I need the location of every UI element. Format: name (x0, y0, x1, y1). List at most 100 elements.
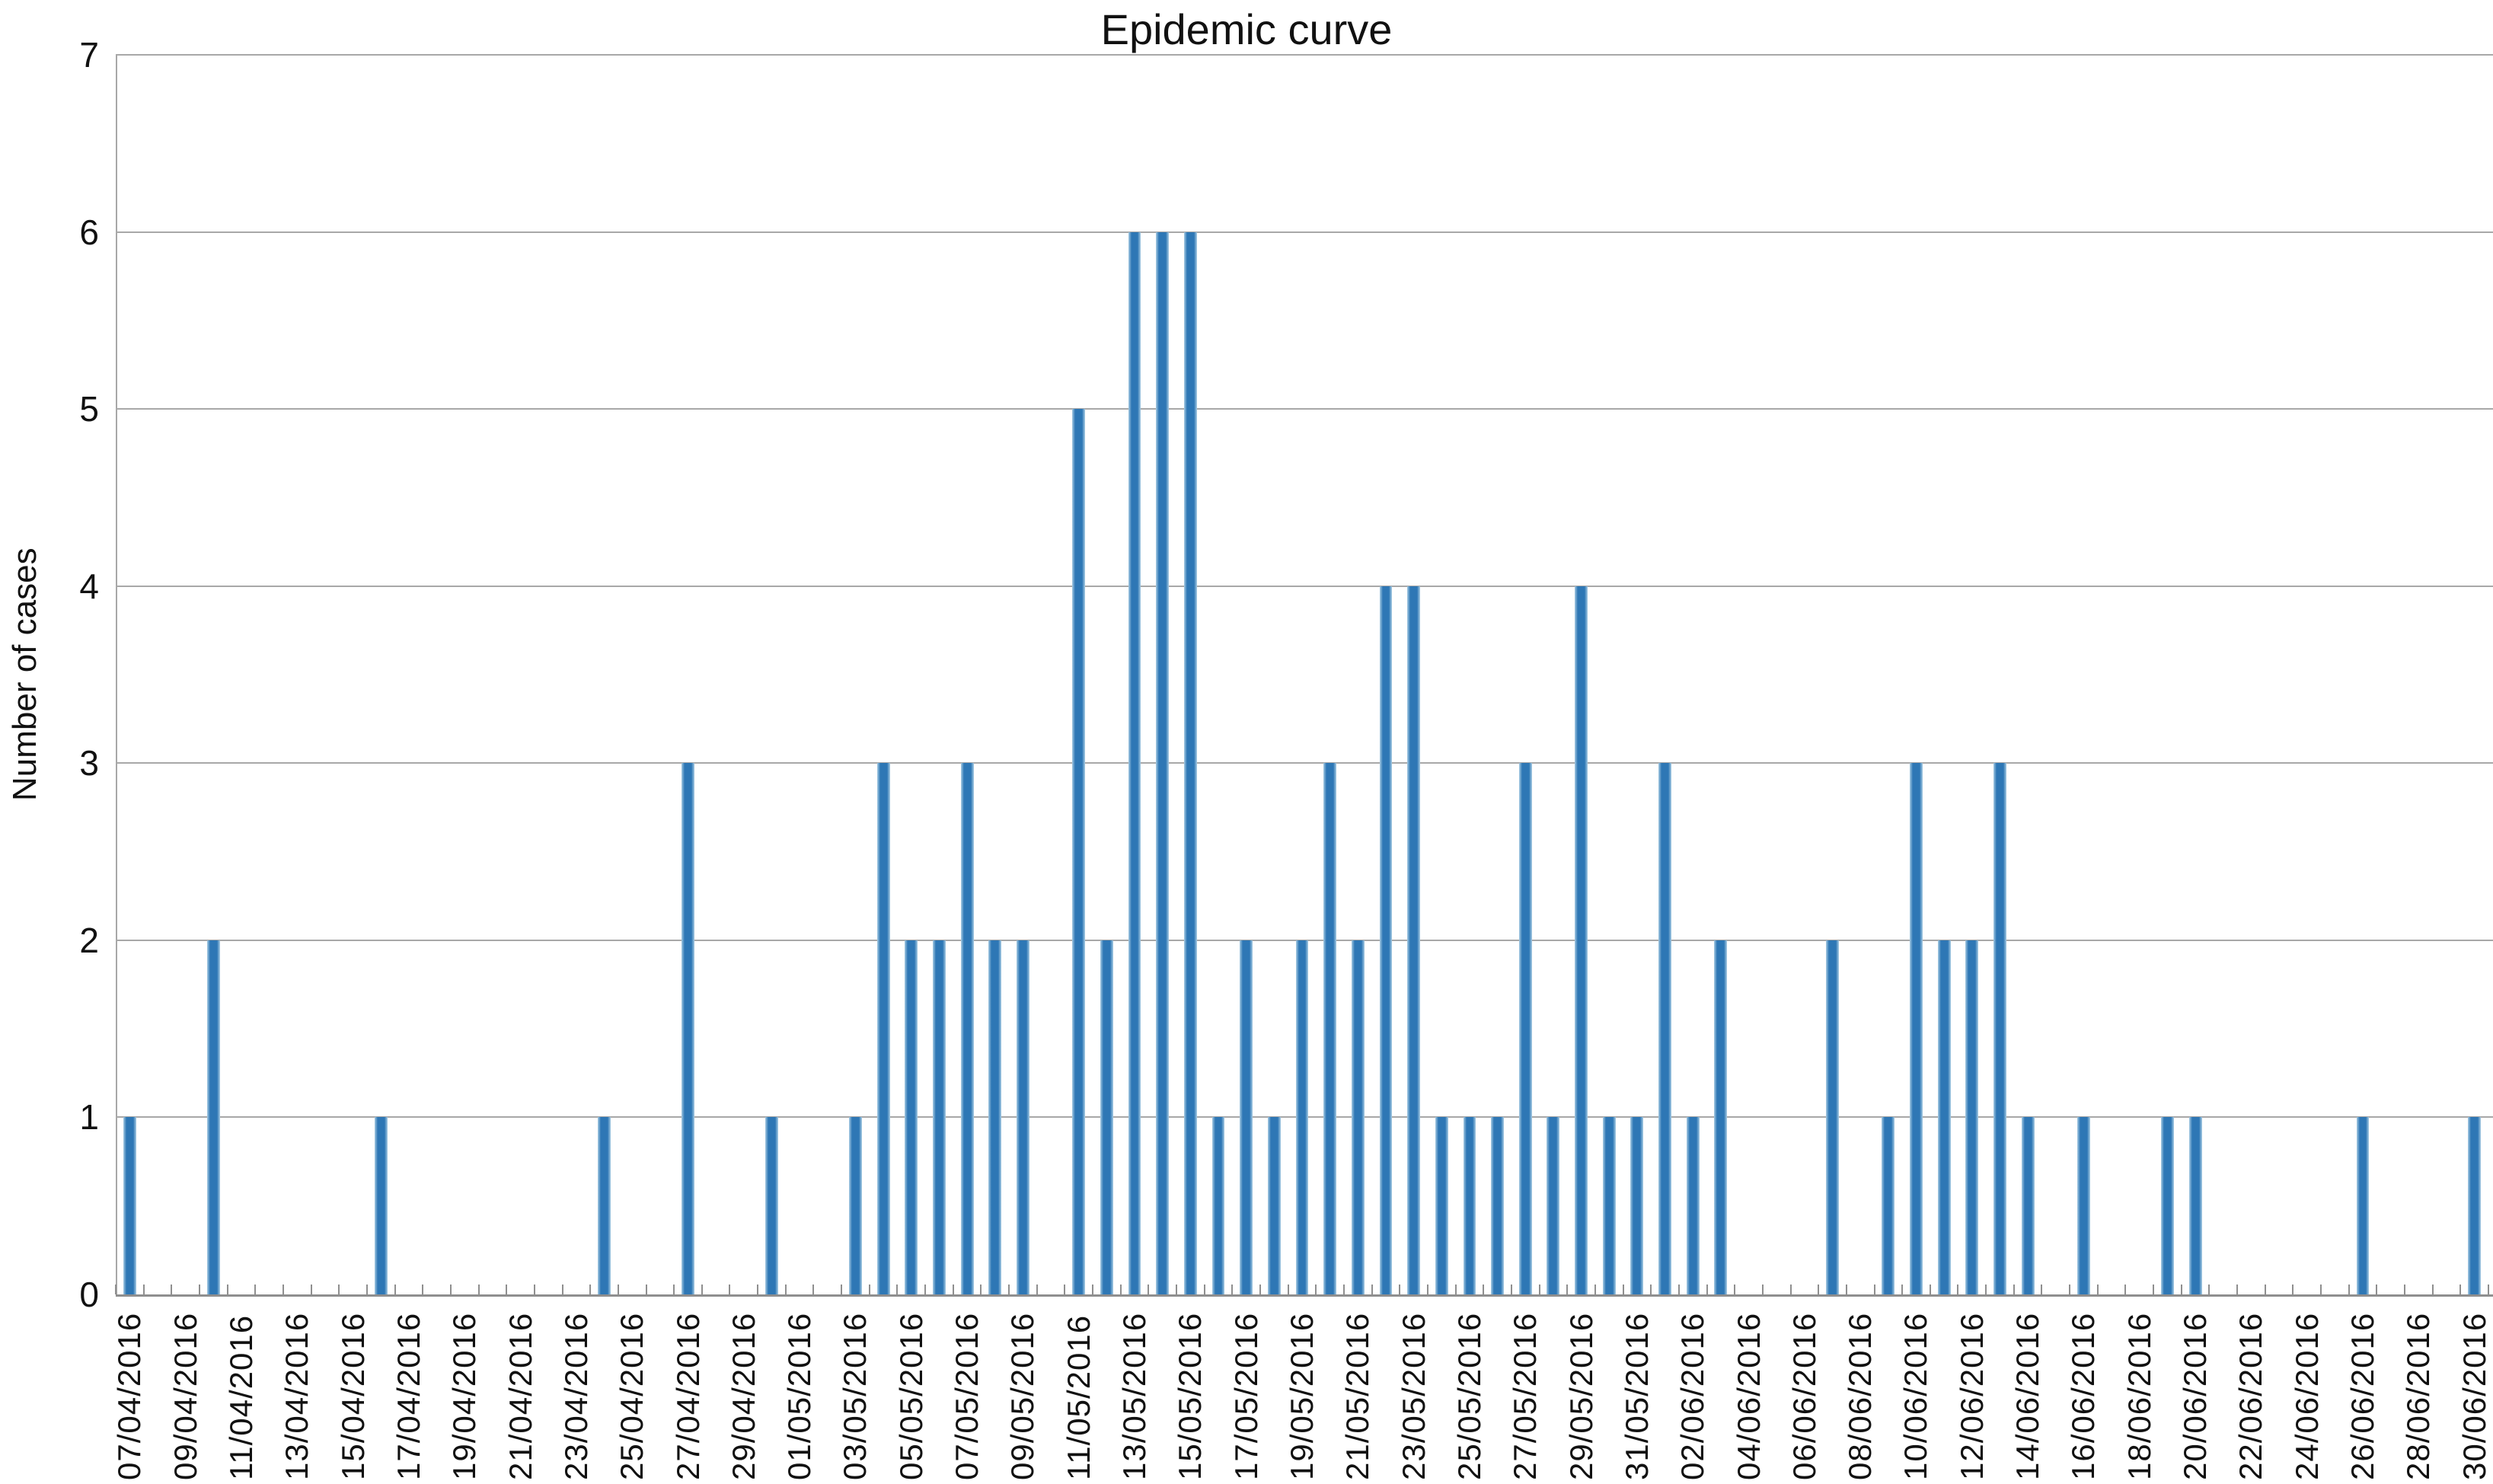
x-tick-label: 13/05/2016 (1116, 1312, 1153, 1480)
x-tick-mark (449, 1285, 452, 1294)
bar-11-05-2016 (1072, 409, 1086, 1294)
x-tick-label: 09/05/2016 (1004, 1312, 1041, 1480)
x-tick-mark (1510, 1285, 1512, 1294)
bar-30-06-2016 (2468, 1117, 2482, 1294)
x-tick-mark (1342, 1285, 1345, 1294)
x-tick-mark (2236, 1285, 2239, 1294)
x-tick-mark (1650, 1285, 1652, 1294)
bar-02-06-2016 (1686, 1117, 1700, 1294)
x-tick-mark (645, 1285, 647, 1294)
bar-07-04-2016 (123, 1117, 136, 1294)
bar-19-05-2016 (1295, 940, 1309, 1294)
x-tick-mark (617, 1285, 619, 1294)
bar-26-06-2016 (2356, 1117, 2370, 1294)
x-tick-mark (198, 1285, 200, 1294)
x-axis-line (116, 1294, 2493, 1297)
x-tick-mark (924, 1285, 927, 1294)
x-tick-mark (1622, 1285, 1624, 1294)
x-tick-mark (1454, 1285, 1457, 1294)
x-tick-mark (1315, 1285, 1317, 1294)
x-tick-mark (1064, 1285, 1066, 1294)
x-tick-label: 26/06/2016 (2345, 1312, 2381, 1480)
x-tick-label: 11/04/2016 (222, 1314, 259, 1480)
x-tick-mark (757, 1285, 759, 1294)
x-tick-mark (1287, 1285, 1289, 1294)
x-tick-mark (1734, 1285, 1736, 1294)
x-tick-label: 28/06/2016 (2400, 1312, 2437, 1480)
x-tick-label: 11/05/2016 (1060, 1314, 1096, 1480)
x-tick-label: 16/06/2016 (2065, 1312, 2102, 1480)
x-tick-mark (477, 1285, 480, 1294)
x-tick-mark (589, 1285, 592, 1294)
x-tick-mark (2292, 1285, 2294, 1294)
x-tick-mark (1706, 1285, 1708, 1294)
bar-28-05-2016 (1547, 1117, 1560, 1294)
x-tick-mark (868, 1285, 870, 1294)
x-tick-mark (2488, 1285, 2489, 1294)
y-tick-label: 2 (79, 920, 99, 960)
x-tick-label: 29/04/2016 (725, 1312, 761, 1480)
x-tick-mark (1566, 1285, 1569, 1294)
bar-13-05-2016 (1128, 231, 1141, 1294)
y-tick-label: 6 (79, 212, 99, 252)
x-tick-mark (2013, 1285, 2015, 1294)
y-tick-label: 4 (79, 566, 99, 606)
x-tick-mark (226, 1285, 228, 1294)
bar-12-05-2016 (1100, 940, 1113, 1294)
x-tick-mark (1818, 1285, 1820, 1294)
bar-26-05-2016 (1491, 1117, 1505, 1294)
x-tick-mark (812, 1285, 815, 1294)
x-tick-mark (2376, 1285, 2378, 1294)
bar-01-06-2016 (1658, 763, 1671, 1294)
y-tick-label: 1 (79, 1097, 99, 1138)
bar-10-04-2016 (206, 940, 220, 1294)
bar-24-04-2016 (598, 1117, 611, 1294)
x-tick-mark (1148, 1285, 1150, 1294)
bar-20-06-2016 (2188, 1117, 2202, 1294)
bar-16-06-2016 (2077, 1117, 2090, 1294)
x-tick-mark (841, 1285, 843, 1294)
bar-27-05-2016 (1518, 763, 1532, 1294)
x-tick-mark (1985, 1285, 1987, 1294)
x-tick-mark (1538, 1285, 1540, 1294)
x-tick-label: 04/06/2016 (1730, 1312, 1767, 1480)
x-tick-mark (1845, 1285, 1847, 1294)
x-tick-label: 06/06/2016 (1786, 1312, 1822, 1480)
x-tick-label: 17/04/2016 (390, 1312, 426, 1480)
x-tick-mark (338, 1285, 340, 1294)
x-tick-label: 12/06/2016 (1953, 1312, 1990, 1480)
x-tick-label: 23/05/2016 (1395, 1312, 1432, 1480)
x-tick-label: 15/05/2016 (1172, 1312, 1208, 1480)
bar-03-06-2016 (1714, 940, 1728, 1294)
x-tick-label: 09/04/2016 (167, 1312, 203, 1480)
x-tick-label: 02/06/2016 (1674, 1312, 1711, 1480)
bar-17-05-2016 (1240, 940, 1253, 1294)
bar-16-05-2016 (1211, 1117, 1225, 1294)
x-tick-mark (2459, 1285, 2462, 1294)
x-tick-mark (1119, 1285, 1122, 1294)
x-tick-label: 21/04/2016 (502, 1312, 538, 1480)
bar-07-05-2016 (960, 763, 974, 1294)
bar-06-05-2016 (933, 940, 946, 1294)
gridline-y6 (116, 231, 2493, 233)
bar-09-05-2016 (1016, 940, 1029, 1294)
x-tick-mark (254, 1285, 257, 1294)
y-tick-label: 5 (79, 389, 99, 429)
gridline-y7 (116, 54, 2493, 56)
gridline-y5 (116, 408, 2493, 410)
bar-25-05-2016 (1463, 1117, 1476, 1294)
x-tick-mark (2208, 1285, 2211, 1294)
x-tick-mark (282, 1285, 284, 1294)
x-tick-mark (561, 1285, 563, 1294)
x-tick-mark (1231, 1285, 1234, 1294)
x-tick-mark (896, 1285, 899, 1294)
x-tick-mark (2348, 1285, 2350, 1294)
bar-19-06-2016 (2160, 1117, 2174, 1294)
x-tick-label: 22/06/2016 (2233, 1312, 2269, 1480)
x-tick-mark (2153, 1285, 2155, 1294)
bar-11-06-2016 (1937, 940, 1951, 1294)
chart-title: Epidemic curve (1100, 5, 1393, 53)
bar-18-05-2016 (1267, 1117, 1281, 1294)
x-tick-mark (1873, 1285, 1875, 1294)
bar-27-04-2016 (682, 763, 694, 1294)
